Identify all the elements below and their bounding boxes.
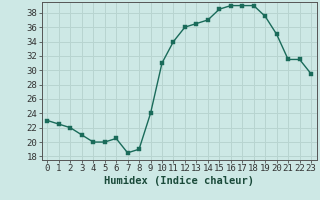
X-axis label: Humidex (Indice chaleur): Humidex (Indice chaleur): [104, 176, 254, 186]
